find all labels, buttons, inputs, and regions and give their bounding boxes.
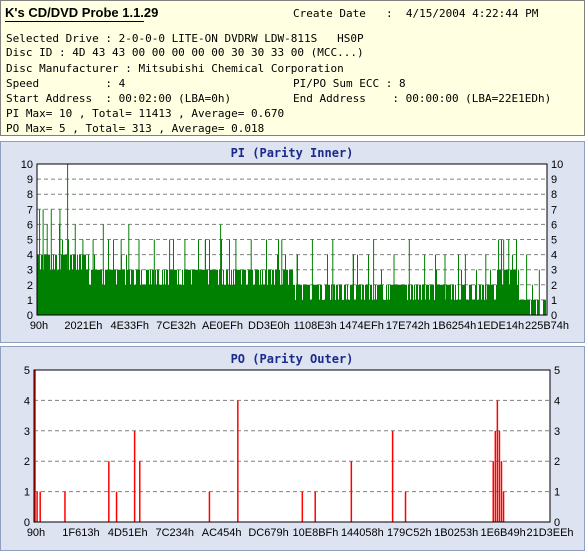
pi-ytick-left: 3: [27, 265, 33, 277]
pi-ytick-right: 5: [551, 235, 557, 247]
po-xtick-label: 1B0253h: [434, 527, 478, 539]
speed: Speed : 4: [6, 77, 126, 90]
po-plot-frame: [33, 369, 551, 523]
pi-ytick-left: 5: [27, 235, 33, 247]
po-ytick-right: 0: [554, 517, 560, 529]
pi-ytick-right: 8: [551, 189, 557, 201]
pi-xtick-label: 1EDE14h: [477, 320, 524, 332]
pi-ytick-right: 4: [551, 250, 557, 262]
pi-ytick-right: 3: [551, 265, 557, 277]
pi-ytick-right: 9: [551, 174, 557, 186]
pi-plot-frame: [36, 163, 548, 316]
po-stats: PO Max= 5 , Total= 313 , Average= 0.018: [6, 122, 265, 135]
po-ytick-left: 5: [24, 365, 30, 377]
disc-manufacturer: Disc Manufacturer : Mitsubishi Chemical …: [6, 62, 344, 75]
pi-ytick-left: 1: [27, 295, 33, 307]
pi-ytick-left: 6: [27, 219, 33, 231]
po-xtick-label: 4D51Eh: [108, 527, 148, 539]
pi-ytick-left: 9: [27, 174, 33, 186]
po-ytick-right: 4: [554, 395, 560, 407]
pi-xtick-label: DD3E0h: [248, 320, 290, 332]
po-xtick-label: 144058h: [341, 527, 384, 539]
pi-xtick-label: AE0EFh: [202, 320, 243, 332]
pipo-sum-ecc: PI/PO Sum ECC : 8: [293, 77, 406, 90]
po-chart-title: PO (Parity Outer): [231, 352, 354, 366]
po-xtick-label: 21D3EEh: [526, 527, 573, 539]
pi-xtick-label: 1474EFh: [339, 320, 384, 332]
pi-ytick-left: 8: [27, 189, 33, 201]
po-xtick-label: AC454h: [202, 527, 242, 539]
create-date-label: Create Date: [293, 7, 366, 20]
create-date-value: : 4/15/2004 4:22:44 PM: [386, 7, 539, 20]
pi-xtick-label: 225B74h: [525, 320, 569, 332]
po-chart-panel: PO (Parity Outer) 0 0 1 1 2 2 3 3 4 4 5 5 90h 1F613h 4…: [0, 346, 585, 551]
po-ytick-right: 3: [554, 426, 560, 438]
po-ytick-left: 0: [24, 517, 30, 529]
pi-ytick-right: 7: [551, 204, 557, 216]
disc-id: Disc ID : 4D 43 43 00 00 00 00 00 30 30 …: [6, 46, 364, 59]
po-ytick-left: 1: [24, 487, 30, 499]
pi-xtick-label: 2021Eh: [64, 320, 102, 332]
pi-stats: PI Max= 10 , Total= 11413 , Average= 0.6…: [6, 107, 285, 120]
pi-ytick-right: 6: [551, 219, 557, 231]
pi-ytick-left: 4: [27, 250, 33, 262]
pi-ytick-right: 2: [551, 280, 557, 292]
pi-chart-panel: PI (Parity Inner) 0 0 1 1 2 2 3 3 4 4 5 5 6 6 7 7 8 8 9 9 10…: [0, 141, 585, 343]
po-xtick-label: 7C234h: [155, 527, 194, 539]
po-ytick-right: 5: [554, 365, 560, 377]
pi-chart-title: PI (Parity Inner): [231, 146, 354, 160]
pi-xtick-label: 4E33Fh: [110, 320, 149, 332]
po-ytick-left: 3: [24, 426, 30, 438]
start-address: Start Address : 00:02:00 (LBA=0h): [6, 92, 232, 105]
pi-ytick-right: 10: [551, 159, 563, 171]
pi-ytick-left: 0: [27, 310, 33, 322]
pi-ytick-right: 1: [551, 295, 557, 307]
po-xtick-label: DC679h: [248, 527, 288, 539]
po-ytick-right: 1: [554, 487, 560, 499]
pi-xtick-label: 17E742h: [386, 320, 430, 332]
app-title: K's CD/DVD Probe 1.1.29: [5, 5, 159, 20]
pi-xtick-label: 7CE32h: [156, 320, 196, 332]
po-plot-area: [33, 369, 551, 523]
po-xtick-label: 10E8BFh: [293, 527, 339, 539]
po-xtick-label: 179C52h: [387, 527, 432, 539]
pi-ytick-left: 2: [27, 280, 33, 292]
pi-ytick-right: 0: [551, 310, 557, 322]
pi-chart: PI (Parity Inner) 0 0 1 1 2 2 3 3 4 4 5 5 6 6 7 7 8 8 9 9 10…: [21, 146, 569, 332]
po-chart: PO (Parity Outer) 0 0 1 1 2 2 3 3 4 4 5 5 90h 1F613h 4…: [24, 352, 574, 539]
pi-xtick-label: 1B6254h: [432, 320, 476, 332]
pi-xtick-label: 90h: [30, 320, 48, 332]
title-underline: [5, 21, 144, 22]
po-ytick-left: 2: [24, 456, 30, 468]
pi-ytick-left: 7: [27, 204, 33, 216]
po-ytick-left: 4: [24, 395, 30, 407]
end-address: End Address : 00:00:00 (LBA=22E1EDh): [293, 92, 552, 105]
disc-info-panel: K's CD/DVD Probe 1.1.29 Create Date : 4/…: [0, 0, 585, 136]
po-xtick-label: 1F613h: [62, 527, 99, 539]
selected-drive: Selected Drive : 2-0-0-0 LITE-ON DVDRW L…: [6, 32, 364, 45]
po-ytick-right: 2: [554, 456, 560, 468]
pi-xtick-label: 1108E3h: [294, 320, 337, 332]
po-xtick-label: 1E6B49h: [480, 527, 525, 539]
po-xtick-label: 90h: [27, 527, 45, 539]
pi-ytick-left: 10: [21, 159, 33, 171]
